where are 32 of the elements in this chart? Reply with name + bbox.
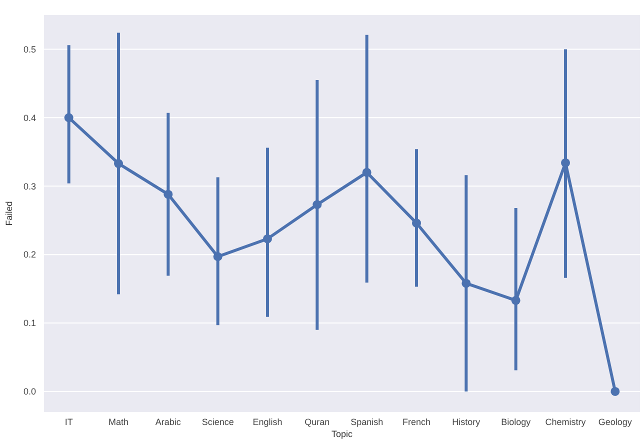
point <box>511 296 520 305</box>
y-tick-label: 0.4 <box>23 112 36 123</box>
x-tick-label: Spanish <box>350 417 384 427</box>
x-tick-label: English <box>252 417 282 427</box>
point <box>561 158 570 168</box>
point <box>412 218 421 228</box>
point <box>263 234 272 244</box>
x-tick-label: Geology <box>598 417 632 427</box>
x-tick-label: Science <box>202 417 234 427</box>
point <box>312 200 322 210</box>
x-tick-label: Chemistry <box>545 417 586 427</box>
y-tick-label: 0.5 <box>23 44 36 54</box>
y-axis-title: Failed <box>4 201 14 226</box>
point <box>462 278 471 288</box>
y-tick-label: 0.3 <box>23 181 36 192</box>
point <box>610 386 620 396</box>
point <box>64 113 74 122</box>
x-tick-label: History <box>452 417 481 427</box>
y-tick-label: 0.2 <box>23 250 36 260</box>
x-tick-label: Math <box>108 417 129 427</box>
x-tick-label: Biology <box>501 417 532 427</box>
x-tick-label: French <box>402 417 431 427</box>
point <box>213 252 222 262</box>
x-tick-label: IT <box>64 417 74 427</box>
x-tick-label: Quran <box>304 417 330 427</box>
y-tick-label: 0.1 <box>23 318 36 328</box>
y-tick-label: 0.0 <box>23 386 36 397</box>
point <box>114 159 123 168</box>
point <box>362 168 372 177</box>
point <box>164 190 173 199</box>
x-axis-title: Topic <box>331 429 353 439</box>
x-tick-label: Arabic <box>155 417 182 427</box>
